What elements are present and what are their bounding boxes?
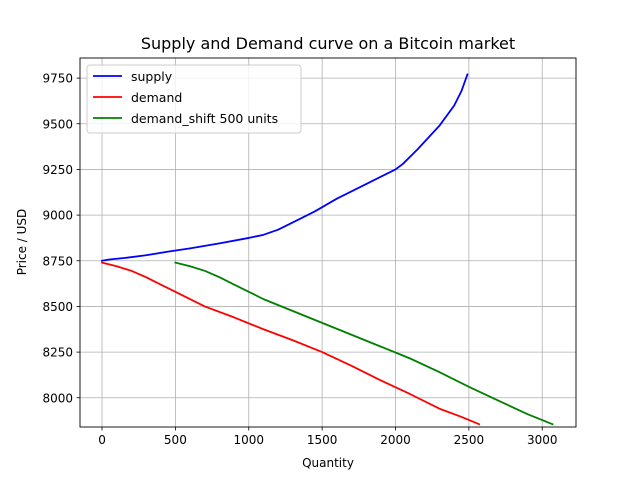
y-axis-label: Price / USD bbox=[15, 209, 29, 276]
x-tick-label: 1000 bbox=[233, 433, 264, 447]
series-layer bbox=[100, 73, 554, 426]
y-tick-label: 9500 bbox=[42, 117, 73, 131]
supply-line bbox=[100, 73, 469, 262]
demand-shift-line bbox=[174, 261, 554, 426]
x-tick-label: 2000 bbox=[380, 433, 411, 447]
legend-label-demand-shift: demand_shift 500 units bbox=[131, 111, 278, 126]
x-tick-label: 3000 bbox=[527, 433, 558, 447]
x-axis-label: Quantity bbox=[302, 456, 354, 470]
x-tick-label: 2500 bbox=[454, 433, 485, 447]
y-tick-label: 8500 bbox=[42, 300, 73, 314]
y-tick-label: 8250 bbox=[42, 346, 73, 360]
y-tick-label: 8750 bbox=[42, 254, 73, 268]
legend-label-supply: supply bbox=[131, 69, 173, 84]
plot-frame bbox=[79, 57, 577, 428]
y-tick-label: 8000 bbox=[42, 391, 73, 405]
legend-box bbox=[86, 64, 302, 134]
y-tick-label: 9000 bbox=[42, 209, 73, 223]
chart-title: Supply and Demand curve on a Bitcoin mar… bbox=[141, 34, 515, 53]
legend-label-demand: demand bbox=[131, 90, 182, 105]
x-tick-label: 0 bbox=[98, 433, 106, 447]
axis-ticks: 0 500 1000 1500 2000 2500 3000 8000 8250 8500 8750… bbox=[42, 72, 557, 447]
x-tick-label: 500 bbox=[164, 433, 187, 447]
demand-line bbox=[100, 261, 481, 426]
y-tick-label: 9250 bbox=[42, 163, 73, 177]
x-tick-label: 1500 bbox=[307, 433, 338, 447]
legend: supply demand demand_shift 500 units bbox=[86, 64, 302, 134]
y-tick-label: 9750 bbox=[42, 72, 73, 86]
